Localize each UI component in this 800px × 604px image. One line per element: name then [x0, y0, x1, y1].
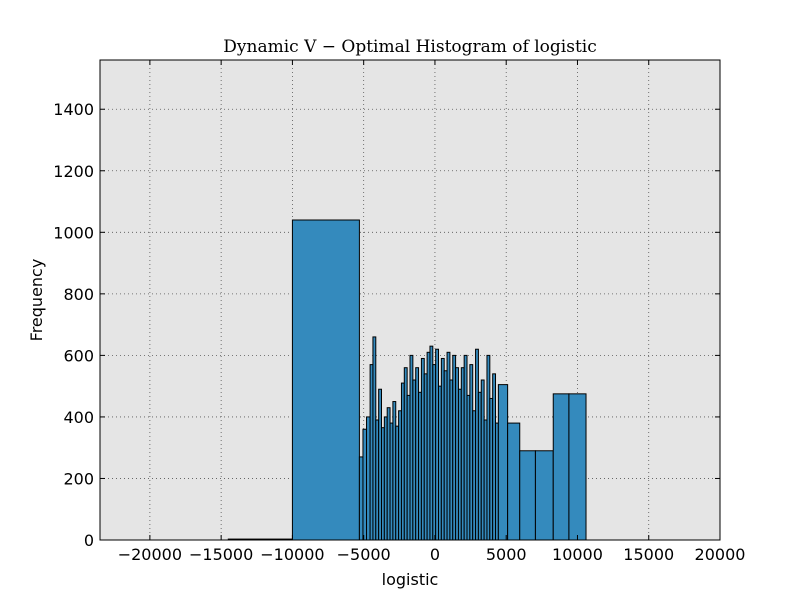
x-tick-label: −20000 [118, 545, 182, 564]
y-tick-label: 400 [63, 408, 94, 427]
y-tick-label: 1400 [53, 100, 94, 119]
y-tick-label: 1200 [53, 162, 94, 181]
plot-area-frame [99, 59, 721, 541]
y-tick-label: 0 [84, 531, 94, 550]
x-tick-label: 20000 [695, 545, 746, 564]
histogram-bar [552, 393, 570, 541]
x-tick-label: 10000 [552, 545, 603, 564]
histogram-bar [507, 422, 521, 541]
x-tick-label: −15000 [189, 545, 253, 564]
histogram-bar [519, 450, 536, 541]
x-tick-label: 0 [430, 545, 440, 564]
histogram-bar [568, 393, 587, 541]
histogram-bar [291, 219, 360, 541]
axis-ticks: −20000 −15000 −10000 −5000 0 5000 10000 15000 20… [53, 60, 745, 564]
y-axis-label: Frequency [27, 259, 46, 342]
x-tick-label: −10000 [260, 545, 324, 564]
y-tick-label: 800 [63, 285, 94, 304]
histogram-bar [366, 416, 371, 541]
chart-title: Dynamic V − Optimal Histogram of logisti… [223, 37, 596, 57]
histogram-bar [358, 456, 364, 541]
y-tick-label: 200 [63, 469, 94, 488]
y-tick-label: 1000 [53, 223, 94, 242]
histogram-bar [534, 450, 554, 541]
x-axis-label: logistic [382, 570, 439, 589]
bars-layer [227, 219, 587, 541]
histogram-bar [497, 384, 509, 541]
y-tick-label: 600 [63, 346, 94, 365]
x-tick-label: 15000 [623, 545, 674, 564]
x-tick-label: −5000 [337, 545, 391, 564]
histogram-bar [362, 428, 368, 541]
x-tick-label: 5000 [486, 545, 527, 564]
